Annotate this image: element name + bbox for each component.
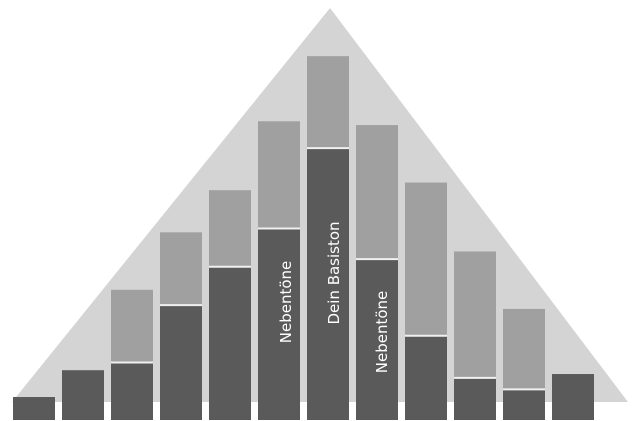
bar-11-dark-segment [503,389,545,420]
bar-8-dark-segment [356,259,398,420]
bar-12-dark-segment [552,374,594,420]
bar-3-dark-segment [111,362,153,420]
label-right-nebentoene: Nebentöne [373,291,391,374]
bar-2-dark-segment [62,370,104,420]
bar-9-dark-segment [405,335,447,420]
bar-4-dark-segment [160,305,202,420]
bar-5-dark-segment [209,266,251,420]
label-center-basiston: Dein Basiston [325,221,343,324]
labels-group: Nebentöne Dein Basiston Nebentöne [277,221,391,373]
bar-6-dark-segment [258,228,300,420]
label-left-nebentoene: Nebentöne [277,261,295,344]
bar-10-dark-segment [454,377,496,420]
bar-7-dark-segment [307,148,349,420]
bar-1-dark-segment [13,397,55,420]
bars-group [13,56,594,421]
